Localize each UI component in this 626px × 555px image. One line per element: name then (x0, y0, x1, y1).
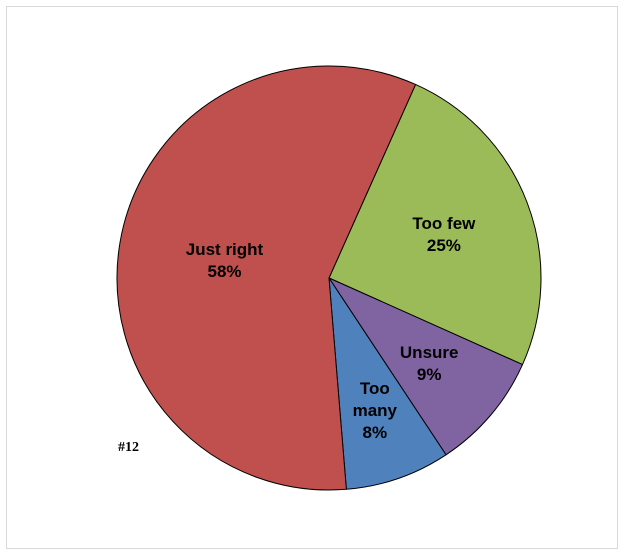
pie-slice-label-line: Just right (186, 240, 264, 259)
pie-slice-label-line: 58% (207, 262, 241, 281)
pie-slice-label-line: Unsure (400, 343, 459, 362)
pie-slice-2 (328, 277, 447, 490)
figure-tag: #12 (118, 440, 139, 455)
pie-slice-0 (328, 83, 542, 366)
pie-slice-label-line: 8% (363, 423, 388, 442)
pie-slice-1 (328, 277, 524, 456)
pie-slice-label-line: Too few (412, 214, 476, 233)
pie-slice-label-line: many (353, 401, 398, 420)
pie-slice-label-2: Too many 8% (353, 379, 398, 442)
pie-slice-label-line: Too (360, 379, 390, 398)
pie-slice-label-3: Just right 58% (186, 240, 264, 281)
pie-slice-label-line: 9% (417, 365, 442, 384)
pie-slice-label-line: 25% (427, 236, 461, 255)
pie-slice-3 (116, 65, 417, 491)
pie-slice-label-1: Unsure 9% (400, 343, 459, 384)
pie-slice-label-0: Too few 25% (412, 214, 476, 255)
